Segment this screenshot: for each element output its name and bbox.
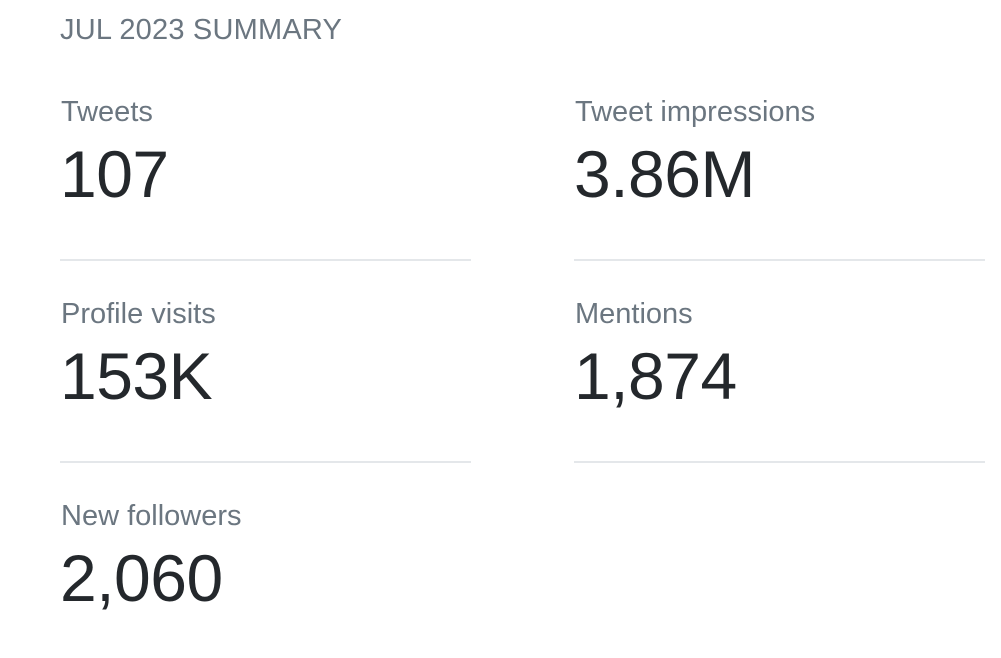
stat-card: New followers 2,060 [60, 404, 471, 615]
divider [60, 259, 471, 261]
stat-card: Tweet impressions 3.86M [574, 0, 985, 261]
stat-value: 153K [60, 339, 213, 413]
stat-card: Profile visits 153K [60, 202, 471, 463]
stat-value: 107 [60, 137, 169, 211]
stat-label: Profile visits [61, 298, 216, 330]
stat-label: Mentions [575, 298, 693, 330]
stat-label: Tweet impressions [575, 96, 816, 128]
stat-card: Tweets 107 [60, 0, 471, 261]
stat-value: 2,060 [60, 541, 223, 615]
stat-value: 1,874 [574, 339, 737, 413]
summary-title: JUL 2023 SUMMARY [60, 14, 343, 46]
divider [60, 461, 471, 463]
stat-label: Tweets [61, 96, 153, 128]
divider [574, 259, 985, 261]
stat-label: New followers [61, 500, 242, 532]
divider [574, 461, 985, 463]
stat-card: Mentions 1,874 [574, 202, 985, 463]
stat-value: 3.86M [574, 137, 755, 211]
